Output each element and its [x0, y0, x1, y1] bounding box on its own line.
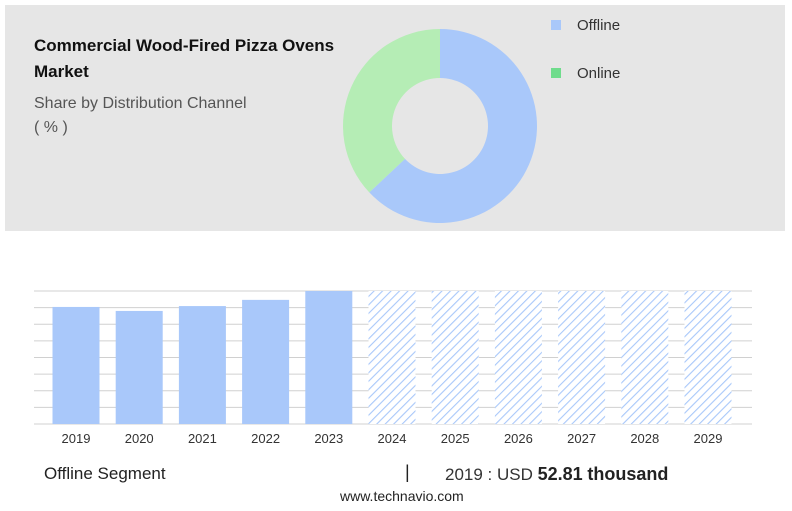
legend-swatch-offline: [551, 20, 561, 31]
bar-2025: [431, 291, 479, 424]
bar-2024: [368, 291, 416, 424]
bar-chart: 2019 2020 2021 2022 2023 2024 2025 2026 2027 2028…: [34, 290, 752, 446]
unit-label: ( % ): [34, 119, 68, 136]
legend-item-offline: Offline: [551, 16, 620, 36]
bar-2020: [115, 310, 163, 424]
bar-2019: [52, 306, 100, 424]
x-tick-2022: 2022: [251, 431, 280, 446]
bar-2028: [621, 291, 669, 424]
x-tick-2023: 2023: [314, 431, 343, 446]
x-tick-2024: 2024: [378, 431, 407, 446]
bar-2029: [684, 291, 732, 424]
bar-2027: [558, 291, 606, 424]
legend-label-offline: Offline: [577, 17, 621, 34]
x-tick-2027: 2027: [567, 431, 596, 446]
bar-2022: [242, 299, 290, 424]
bar-2023: [305, 291, 353, 424]
donut-chart: [343, 29, 537, 223]
chart-subtitle: Share by Distribution Channel ( % ): [34, 92, 324, 140]
x-tick-2019: 2019: [62, 431, 91, 446]
value-number: 52.81: [537, 464, 583, 484]
value-prefix: 2019 : USD: [445, 465, 533, 484]
x-tick-2029: 2029: [694, 431, 723, 446]
x-tick-2026: 2026: [504, 431, 533, 446]
legend-item-online: Online: [551, 64, 620, 84]
segment-value: 2019 : USD 52.81 thousand: [445, 464, 668, 485]
x-tick-2025: 2025: [441, 431, 470, 446]
source-link[interactable]: www.technavio.com: [340, 488, 464, 504]
chart-title: Commercial Wood-Fired Pizza Ovens Market: [34, 36, 335, 81]
subtitle-text: Share by Distribution Channel: [34, 95, 247, 112]
donut-slice-offline: [369, 29, 537, 223]
x-tick-2028: 2028: [630, 431, 659, 446]
legend-label-online: Online: [577, 65, 621, 82]
donut-slice-online: [343, 29, 440, 193]
bar-2026: [494, 291, 542, 424]
x-tick-2020: 2020: [125, 431, 154, 446]
x-tick-2021: 2021: [188, 431, 217, 446]
segment-label: Offline Segment: [44, 464, 166, 483]
legend-swatch-online: [551, 68, 561, 79]
bar-2021: [178, 306, 226, 424]
value-unit: thousand: [587, 464, 669, 484]
footer-separator: |: [405, 462, 410, 482]
